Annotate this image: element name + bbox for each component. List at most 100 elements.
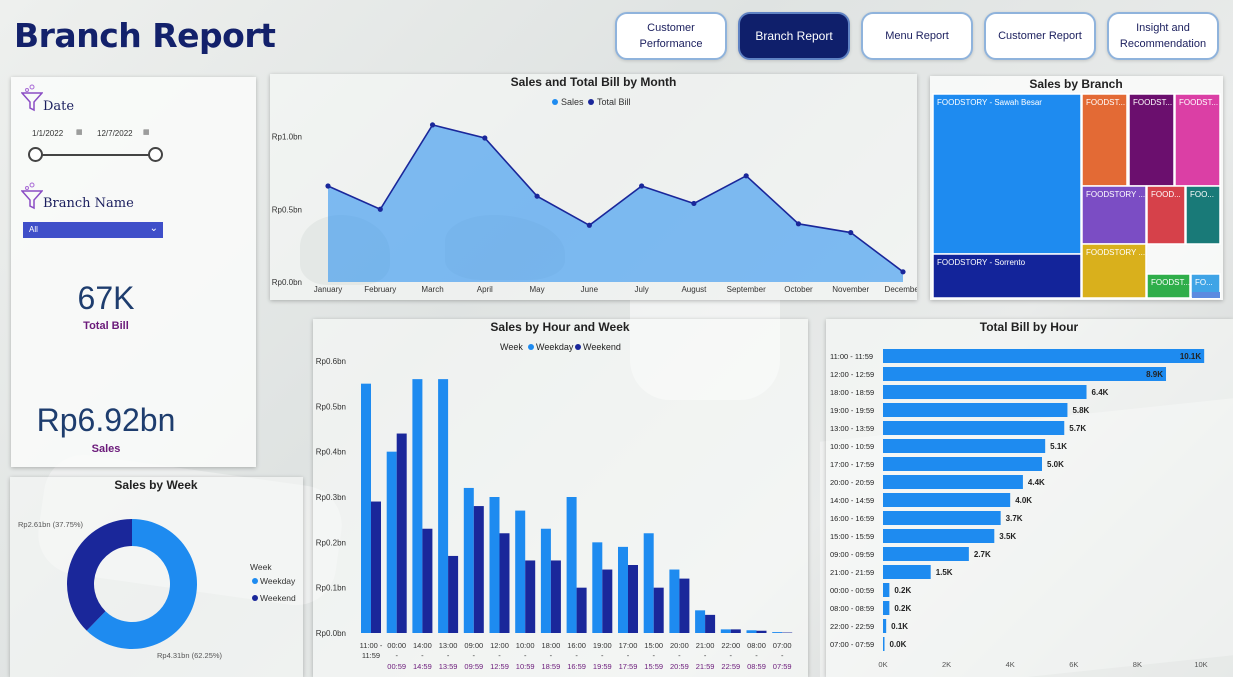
y-tick-label: Rp0.5bn xyxy=(272,205,302,214)
x-tick-label: - xyxy=(678,651,681,660)
date-start-input[interactable]: 1/1/2022 xyxy=(32,129,64,138)
treemap-label: FO... xyxy=(1195,278,1213,287)
treemap-label: FOODST... xyxy=(1179,98,1218,107)
legend-label-sales: Sales xyxy=(561,97,584,107)
legend-marker-sales xyxy=(552,99,558,105)
weekday-bar xyxy=(489,497,500,633)
date-end-input[interactable]: 12/7/2022 xyxy=(97,129,133,138)
calendar-icon[interactable]: ▦ xyxy=(76,129,83,136)
x-tick-label: November xyxy=(832,285,869,294)
treemap-label: FOODST... xyxy=(1086,98,1125,107)
y-tick-label: Rp0.3bn xyxy=(316,493,346,502)
x-tick-label: 12:00 xyxy=(490,641,509,650)
bar-data-label: 0.1K xyxy=(891,622,908,631)
x-tick-label: - xyxy=(730,651,733,660)
weekday-bar xyxy=(618,546,628,633)
treemap-label: FOODSTORY - Sawah Besar xyxy=(937,98,1042,107)
weekend-bar xyxy=(628,565,638,633)
y-tick-label: 00:00 - 00:59 xyxy=(830,586,874,595)
x-tick-label: 08:00 xyxy=(747,641,766,650)
y-tick-label: 19:00 - 19:59 xyxy=(830,406,874,415)
treemap-tile xyxy=(1081,243,1147,299)
legend-label-weekday: Weekday xyxy=(260,576,296,586)
nav-customer-performance-button[interactable]: Customer Performance xyxy=(615,12,727,60)
treemap-label: FOODST... xyxy=(1133,98,1172,107)
x-tick-label: September xyxy=(727,285,766,294)
branch-dropdown[interactable]: All ⌄ xyxy=(23,222,163,238)
treemap-label: FOODSTORY ... xyxy=(1086,248,1145,257)
date-slider-start-handle[interactable] xyxy=(28,147,43,162)
bill-bar xyxy=(883,619,887,633)
bar-data-label: 5.7K xyxy=(1069,424,1086,433)
legend-marker-weekday xyxy=(252,578,258,584)
weekday-bar xyxy=(695,610,706,633)
x-tick-label: 14:00 xyxy=(413,641,432,650)
x-tick-label: 16:59 xyxy=(567,662,586,671)
total-bill-by-hour-chart: Total Bill by Hour 11:00 - 11:59 10.1K 12:0… xyxy=(830,320,1208,669)
total-bill-point xyxy=(377,206,383,212)
x-tick-label: - xyxy=(755,651,758,660)
x-tick-label: 13:59 xyxy=(439,662,458,671)
y-tick-label: 09:00 - 09:59 xyxy=(830,550,874,559)
hour-week-chart-panel: Sales by Hour and Week Week Weekday Weekend… xyxy=(313,319,808,677)
nav-insight-button[interactable]: Insight and Recommendation xyxy=(1107,12,1219,60)
sales-by-branch-treemap: Sales by Branch FOODSTORY - Sawah Besar FO… xyxy=(932,77,1221,299)
chart-title: Sales by Hour and Week xyxy=(490,320,629,334)
y-tick-label: 14:00 - 14:59 xyxy=(830,496,874,505)
y-tick-label: 08:00 - 08:59 xyxy=(830,604,874,613)
total-bill-line xyxy=(327,123,904,273)
bar-data-label: 0.0K xyxy=(890,640,907,649)
treemap-tile-small xyxy=(1192,292,1220,298)
bar-data-label: 6.4K xyxy=(1092,388,1109,397)
y-tick-label: Rp0.2bn xyxy=(316,538,346,547)
month-chart-panel: Sales and Total Bill by Month Sales Total … xyxy=(270,74,922,300)
x-tick-label: 10:59 xyxy=(516,662,535,671)
bar-data-label: 0.2K xyxy=(894,586,911,595)
x-tick-label: 10:00 xyxy=(516,641,535,650)
x-tick-label: 14:59 xyxy=(413,662,432,671)
weekend-bar xyxy=(396,433,407,633)
weekend-bar xyxy=(730,629,741,633)
weekend-bar xyxy=(448,555,459,633)
x-tick-label: 0K xyxy=(878,660,887,669)
slice-data-label: Rp4.31bn (62.25%) xyxy=(157,651,223,660)
date-range-slider-track[interactable] xyxy=(35,154,156,156)
x-tick-label: - xyxy=(550,651,553,660)
calendar-icon[interactable]: ▦ xyxy=(143,129,150,136)
total-bill-point xyxy=(325,183,331,189)
x-tick-label: 11:59 xyxy=(362,651,380,660)
x-tick-label: - xyxy=(627,651,630,660)
legend-marker-weekday xyxy=(528,344,534,350)
legend-title: Week xyxy=(500,342,523,352)
bill-bar xyxy=(883,601,890,615)
date-filter-label: Date xyxy=(43,99,75,114)
filter-panel: Date 1/1/2022 ▦ 12/7/2022 ▦ Branch Name … xyxy=(11,77,256,467)
bar-data-label: 2.7K xyxy=(974,550,991,559)
total-bill-point xyxy=(639,183,645,189)
chart-title: Sales by Branch xyxy=(1029,77,1122,91)
weekday-bar xyxy=(720,629,731,633)
branch-filter-label: Branch Name xyxy=(43,196,134,211)
nav-branch-report-button[interactable]: Branch Report xyxy=(738,12,850,60)
nav-customer-report-button[interactable]: Customer Report xyxy=(984,12,1096,60)
bar-data-label: 3.5K xyxy=(999,532,1016,541)
treemap-tile xyxy=(932,93,1082,255)
weekend-bar xyxy=(705,614,716,633)
y-tick-label: Rp0.5bn xyxy=(316,402,346,411)
date-slider-end-handle[interactable] xyxy=(148,147,163,162)
y-tick-label: Rp0.1bn xyxy=(316,584,346,593)
weekday-bar xyxy=(463,487,474,633)
x-tick-label: 07:00 xyxy=(773,641,792,650)
x-tick-label: 22:00 xyxy=(721,641,740,650)
nav-menu-report-button[interactable]: Menu Report xyxy=(861,12,973,60)
x-tick-label: - xyxy=(395,651,398,660)
legend-label-weekend: Weekend xyxy=(260,593,296,603)
total-bill-point xyxy=(743,173,749,179)
treemap-tile xyxy=(1128,93,1175,187)
bar-data-label: 0.2K xyxy=(894,604,911,613)
x-tick-label: 08:59 xyxy=(747,662,766,671)
x-tick-label: 8K xyxy=(1133,660,1142,669)
treemap-label: FOODSTORY ... xyxy=(1086,190,1145,199)
y-tick-label: 12:00 - 12:59 xyxy=(830,370,874,379)
y-tick-label: 16:00 - 16:59 xyxy=(830,514,874,523)
